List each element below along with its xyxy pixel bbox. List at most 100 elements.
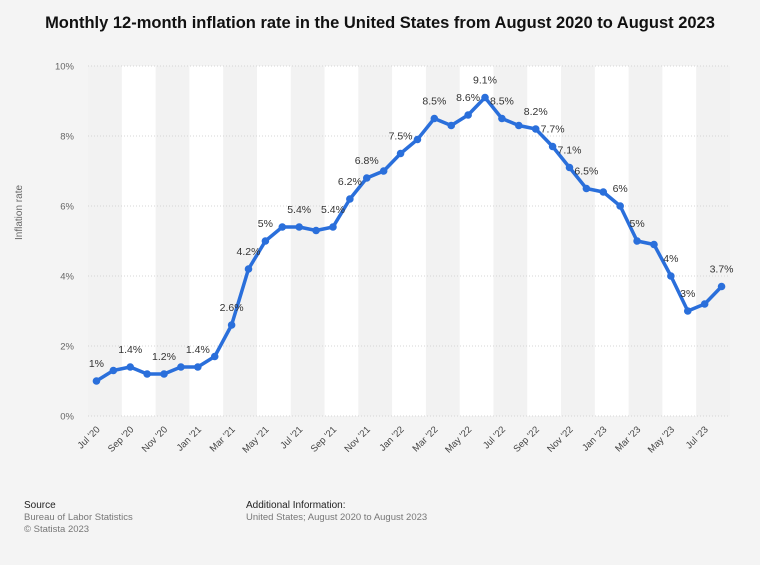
plot-band: [358, 66, 393, 416]
x-tick-label: Jan '22: [377, 424, 406, 453]
data-label: 6%: [613, 183, 628, 195]
data-label: 1.2%: [152, 351, 176, 363]
data-point: [616, 202, 624, 210]
data-label: 9.1%: [473, 75, 497, 87]
data-point: [379, 167, 388, 175]
data-label: 6.2%: [338, 176, 362, 188]
source-name: Bureau of Labor Statistics: [24, 512, 133, 523]
data-label: 6.8%: [355, 155, 379, 167]
data-label: 8.2%: [524, 106, 548, 118]
data-label: 7.1%: [558, 145, 582, 157]
y-tick-label: 2%: [60, 342, 74, 353]
source-header: Source: [24, 500, 56, 511]
data-point: [177, 363, 185, 371]
x-tick-label: May '23: [646, 424, 677, 455]
x-tick-label: Nov '22: [545, 424, 575, 454]
data-point: [717, 282, 726, 291]
y-tick-label: 4%: [60, 272, 74, 283]
plot-band: [561, 66, 595, 416]
data-label: 1%: [89, 358, 104, 370]
x-tick-label: Jan '21: [175, 424, 204, 453]
data-label: 6.5%: [574, 166, 598, 178]
data-label: 3%: [680, 288, 695, 300]
x-tick-label: May '21: [240, 424, 271, 455]
y-tick-label: 6%: [60, 202, 74, 213]
additional-info-text: United States; August 2020 to August 202…: [246, 512, 428, 523]
data-point: [548, 142, 557, 151]
data-label: 7.5%: [389, 131, 413, 143]
x-tick-label: Nov '20: [140, 424, 170, 454]
x-tick-label: Jul '20: [76, 424, 103, 451]
data-point: [143, 370, 151, 378]
x-tick-label: Jan '23: [580, 424, 609, 453]
chart-title: Monthly 12-month inflation rate in the U…: [45, 14, 715, 32]
data-point: [667, 272, 675, 280]
plot-band: [155, 66, 190, 416]
x-tick-label: May '22: [443, 424, 474, 455]
data-point: [295, 223, 303, 231]
data-point: [92, 377, 101, 385]
data-point: [109, 366, 118, 375]
additional-info-block: Additional Information: United States; A…: [246, 500, 427, 524]
plot-band: [223, 66, 257, 416]
data-point: [244, 265, 253, 273]
data-label: 4%: [663, 253, 678, 265]
x-tick-label: Mar '23: [613, 424, 643, 454]
data-point: [126, 363, 135, 371]
data-point: [582, 184, 591, 193]
plot-area: [88, 66, 730, 416]
copyright: © Statista 2023: [24, 524, 90, 535]
data-point: [464, 111, 472, 119]
additional-info-header: Additional Information:: [246, 500, 346, 511]
data-point: [515, 121, 523, 130]
x-tick-label: Sep '22: [511, 424, 541, 454]
data-point: [565, 163, 574, 172]
data-point: [599, 188, 608, 196]
data-label: 8.5%: [490, 96, 514, 108]
data-label: 1.4%: [118, 344, 142, 356]
data-label: 3.7%: [710, 264, 734, 276]
data-point: [700, 300, 709, 308]
y-axis-label: Inflation rate: [14, 184, 25, 240]
data-point: [194, 363, 202, 371]
data-point: [278, 223, 287, 231]
data-point: [312, 226, 320, 235]
y-tick-label: 0%: [60, 412, 74, 423]
plot-band: [696, 66, 730, 416]
data-point: [430, 114, 439, 123]
data-label: 4.2%: [237, 246, 261, 258]
source-block: Source Bureau of Labor Statistics © Stat…: [24, 500, 133, 536]
data-label: 2.6%: [220, 302, 244, 314]
data-point: [261, 237, 270, 245]
data-point: [362, 174, 371, 182]
data-label: 7.7%: [541, 124, 565, 136]
data-point: [481, 93, 489, 102]
data-point: [683, 307, 692, 315]
data-label: 8.6%: [456, 92, 480, 104]
data-point: [396, 149, 405, 158]
x-tick-label: Mar '22: [410, 424, 440, 454]
x-tick-label: Mar '21: [208, 424, 238, 454]
data-label: 5.4%: [321, 204, 345, 216]
y-tick-label: 10%: [55, 62, 75, 73]
x-tick-label: Jul '22: [481, 424, 508, 451]
x-tick-label: Sep '20: [106, 424, 136, 454]
data-point: [346, 195, 354, 203]
x-tick-label: Jul '23: [684, 424, 711, 451]
data-point: [650, 240, 658, 249]
y-tick-label: 8%: [60, 132, 74, 143]
plot-band: [290, 66, 325, 416]
data-point: [447, 121, 456, 130]
data-point: [227, 321, 236, 329]
x-tick-label: Nov '21: [343, 424, 373, 454]
data-point: [413, 135, 422, 144]
data-point: [210, 352, 219, 361]
data-label: 8.5%: [422, 96, 446, 108]
data-label: 1.4%: [186, 344, 210, 356]
plot-band: [88, 66, 122, 416]
data-point: [160, 370, 168, 378]
data-point: [329, 223, 337, 231]
data-label: 5%: [258, 218, 273, 230]
data-point: [498, 114, 506, 123]
